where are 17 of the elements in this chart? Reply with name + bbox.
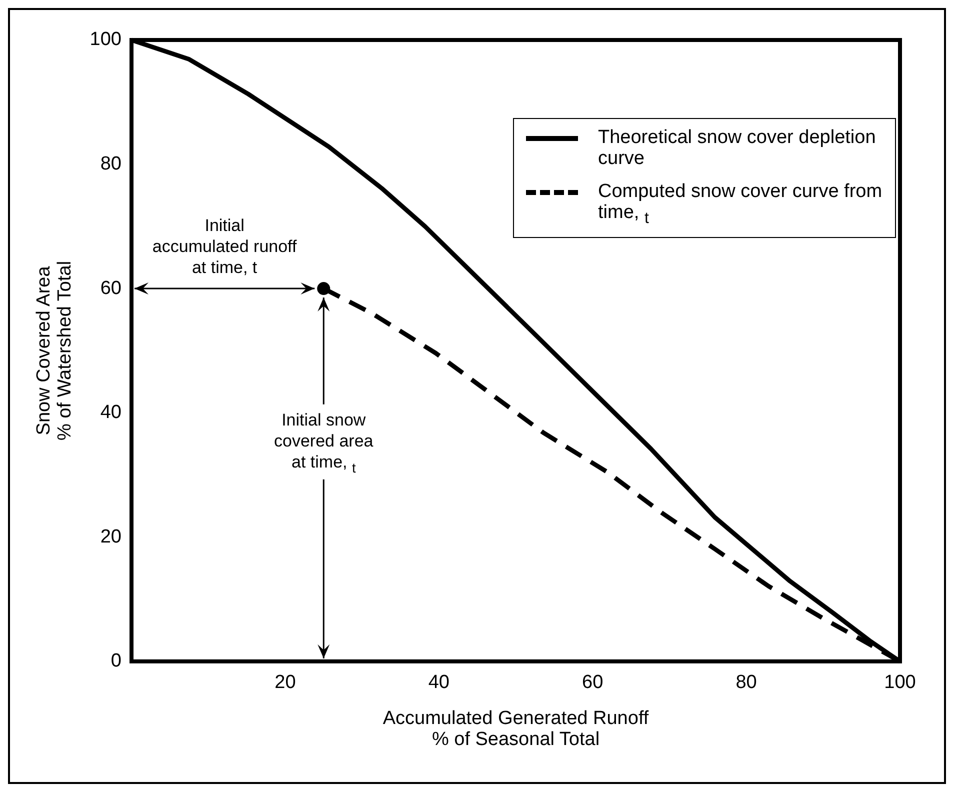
x-tick-label: 80 — [736, 672, 757, 694]
x-tick-label: 100 — [884, 672, 916, 694]
annotation: Initial snow covered area at time, t — [274, 410, 374, 476]
x-axis-title: Accumulated Generated Runoff % of Seasonal Total — [382, 708, 650, 750]
y-axis-title: Snow Covered Area % of Watershed Total — [34, 260, 76, 440]
y-tick-label: 40 — [100, 402, 122, 424]
y-tick-label: 20 — [100, 526, 122, 548]
x-tick-label: 40 — [428, 672, 450, 694]
y-tick-label: 80 — [100, 154, 122, 175]
legend-label: Computed snow cover curve from time, $_{t}$ — [598, 181, 883, 229]
y-tick-label: 60 — [100, 278, 122, 299]
y-tick-label: 0 — [110, 650, 122, 672]
legend-label: Theoretical snow cover depletion curve — [598, 127, 877, 169]
x-tick-label: 20 — [274, 672, 296, 694]
annotation: Initial accumulated runoff at time, t — [152, 216, 297, 278]
y-tick-label: 100 — [90, 29, 122, 50]
x-tick-label: 60 — [582, 672, 604, 694]
